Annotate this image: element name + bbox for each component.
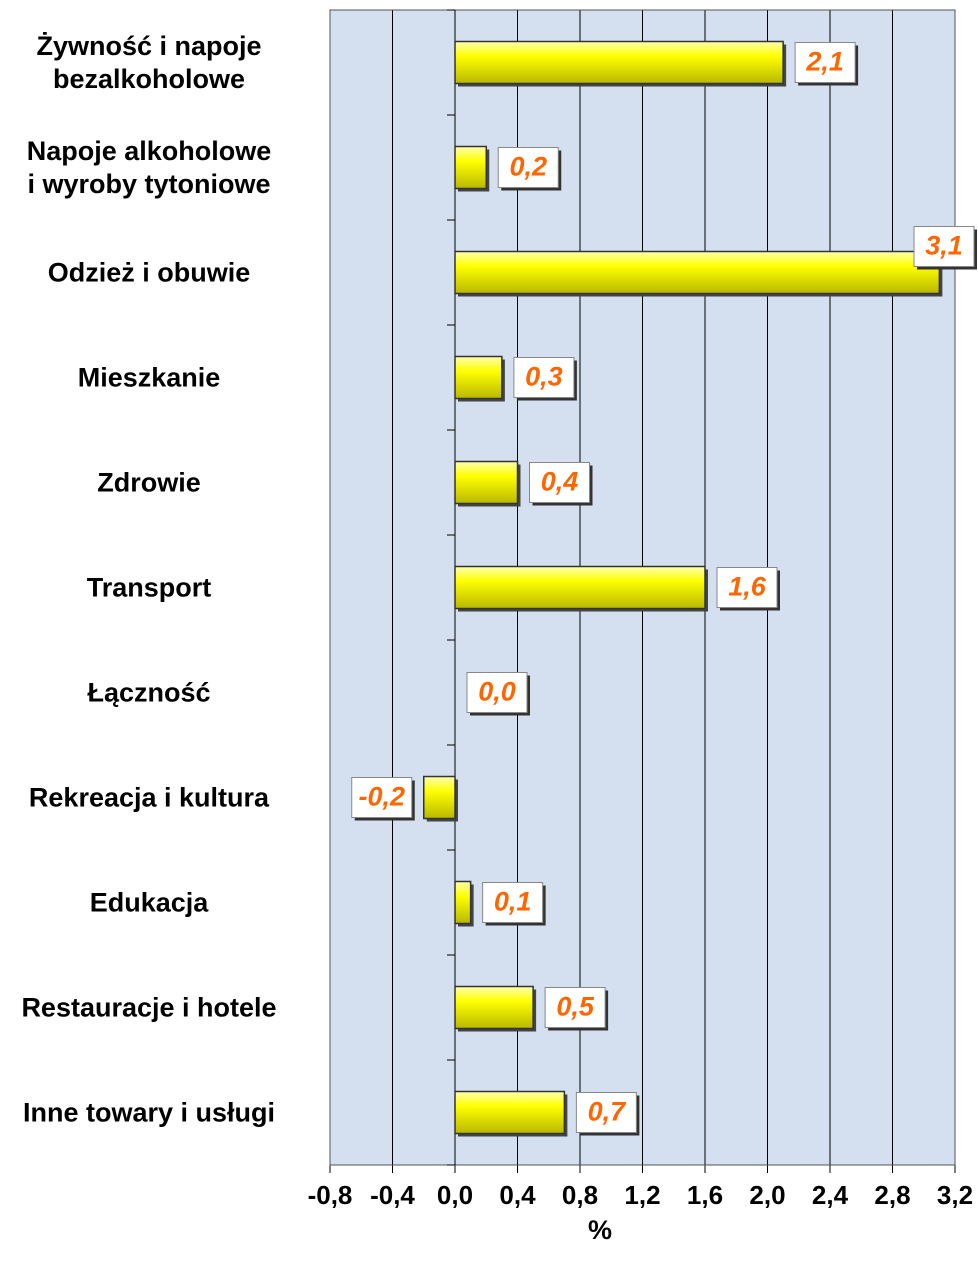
x-tick-label: 2,8 [874, 1180, 910, 1210]
y-tick-label: Napoje alkoholowe i wyroby tytoniowe [26, 135, 272, 199]
x-tick-label: 3,2 [937, 1180, 973, 1210]
bar [454, 1090, 566, 1135]
data-label: 0,4 [541, 467, 579, 497]
x-axis-label: % [588, 1215, 612, 1245]
label-box [544, 987, 606, 1028]
bar [454, 145, 487, 190]
x-tick-label: 1,2 [624, 1180, 660, 1210]
y-tick-label: Odzież i obuwie [47, 257, 251, 287]
label-box [794, 42, 856, 83]
data-label: 0,3 [525, 362, 563, 392]
label-box [529, 462, 590, 503]
y-tick-label: Łączność [87, 677, 211, 707]
data-label: 2,1 [805, 47, 844, 77]
label-box [716, 567, 778, 608]
data-label: -0,2 [358, 782, 405, 812]
bar [454, 460, 519, 505]
label-box [913, 226, 975, 267]
x-tick-label: 2,4 [812, 1180, 849, 1210]
bar [454, 40, 784, 85]
label-box [351, 777, 413, 818]
data-label: 0,0 [478, 677, 516, 707]
y-tick-label: Edukacja [89, 887, 209, 917]
label-box [575, 1092, 637, 1133]
bar [454, 250, 941, 295]
x-tick-label: -0,8 [308, 1180, 353, 1210]
y-tick-label: Restauracje i hotele [21, 992, 277, 1022]
data-label: 1,6 [728, 572, 767, 602]
bar [454, 565, 706, 610]
bar [454, 355, 503, 400]
y-tick-label: Żywność i napoje bezalkoholowe [36, 30, 262, 94]
y-tick-label: Mieszkanie [77, 362, 221, 392]
data-label: 0,5 [556, 992, 595, 1022]
data-label: 0,2 [509, 152, 547, 182]
y-tick-label: Rekreacja i kultura [28, 782, 270, 812]
y-tick-label: Zdrowie [97, 467, 201, 497]
label-box [513, 357, 575, 398]
bar [423, 775, 456, 820]
x-tick-label: 0,4 [499, 1180, 536, 1210]
plot-border [329, 9, 956, 1166]
data-label: 0,7 [588, 1097, 628, 1127]
x-tick-label: 0,0 [437, 1180, 473, 1210]
label-box [466, 672, 528, 713]
x-tick-label: 0,8 [562, 1180, 598, 1210]
y-tick-label: Transport [86, 572, 212, 602]
bar [454, 985, 534, 1030]
label-box [482, 882, 544, 923]
label-box [497, 147, 559, 188]
data-label: 3,1 [925, 231, 963, 261]
x-tick-label: 1,6 [687, 1180, 723, 1210]
x-tick-label: -0,4 [370, 1180, 415, 1210]
x-tick-label: 2,0 [749, 1180, 785, 1210]
bar [454, 880, 472, 925]
y-tick-label: Inne towary i usługi [22, 1097, 276, 1127]
data-label: 0,1 [494, 887, 532, 917]
